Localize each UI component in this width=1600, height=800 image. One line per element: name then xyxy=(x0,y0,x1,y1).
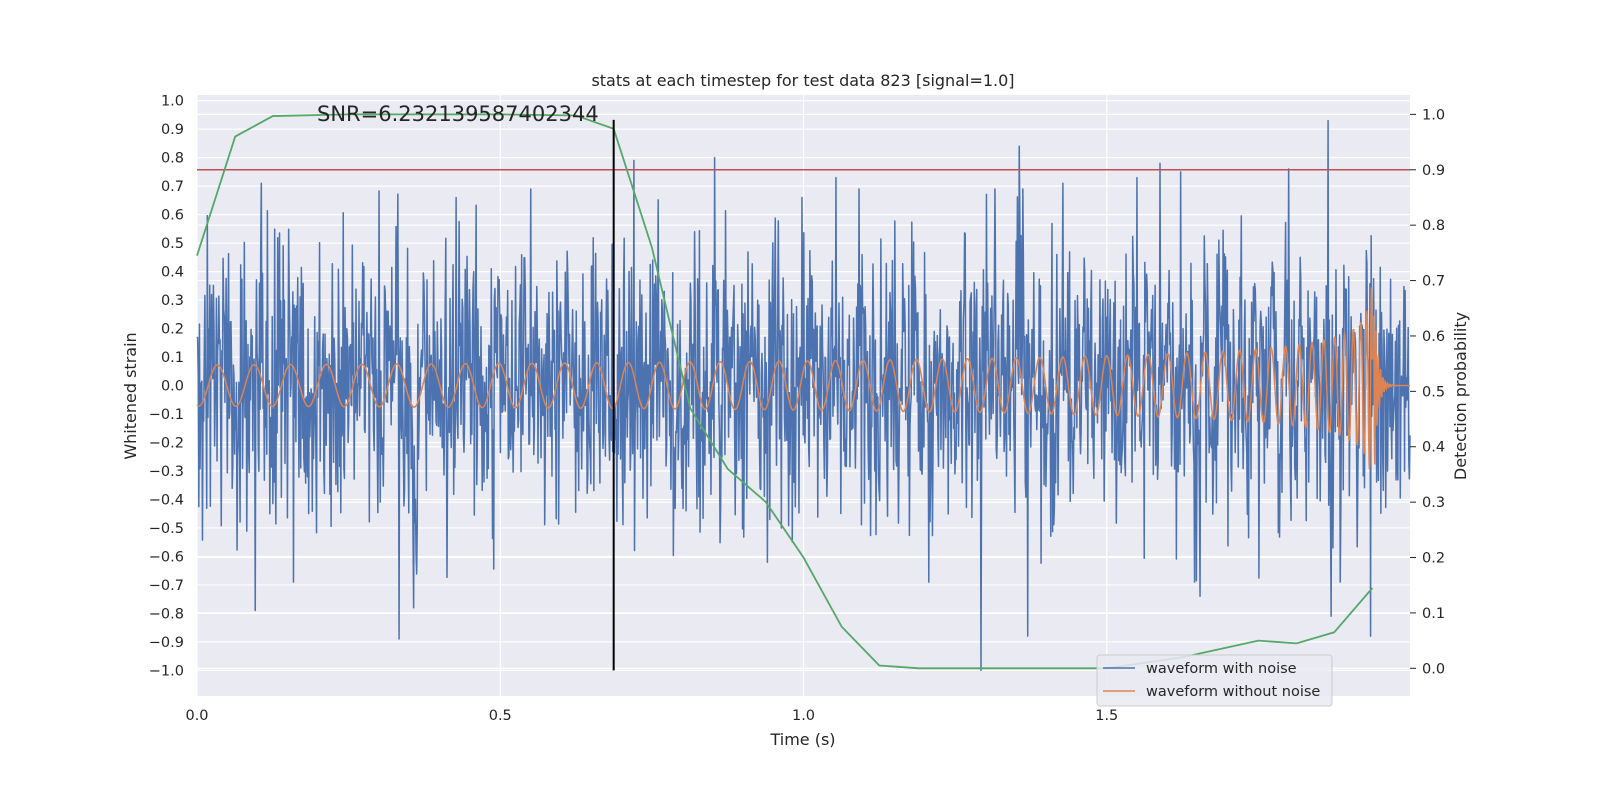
y-tick-left-13: −0.3 xyxy=(149,464,184,480)
y-tick-left-17: −0.7 xyxy=(149,578,184,594)
chart-title: stats at each timestep for test data 823… xyxy=(591,71,1014,90)
y-tick-right-0: 1.0 xyxy=(1422,107,1445,123)
y-tick-left-9: 0.1 xyxy=(161,350,184,366)
y-tick-right-2: 0.8 xyxy=(1422,218,1445,234)
y-tick-right-5: 0.5 xyxy=(1422,384,1445,400)
y-tick-left-1: 0.9 xyxy=(161,122,184,138)
y-tick-left-12: −0.2 xyxy=(149,435,184,451)
x-tick-2: 1.0 xyxy=(792,708,815,724)
y-tick-right-8: 0.2 xyxy=(1422,551,1445,567)
y-tick-left-20: −1.0 xyxy=(149,663,184,679)
series-detection-probability xyxy=(196,113,1374,670)
y-tick-left-11: −0.1 xyxy=(149,407,184,423)
y-tick-left-14: −0.4 xyxy=(149,492,184,508)
series-waveform-with-noise xyxy=(196,119,1411,672)
y-tick-left-7: 0.3 xyxy=(161,293,184,309)
y-tick-left-4: 0.6 xyxy=(161,208,184,224)
y-tick-left-19: −0.9 xyxy=(149,635,184,651)
x-axis-label: Time (s) xyxy=(769,730,835,749)
y-tick-right-10: 0.0 xyxy=(1422,661,1445,677)
y-tick-left-2: 0.8 xyxy=(161,151,184,167)
y-tick-left-3: 0.7 xyxy=(161,179,184,195)
y-tick-left-8: 0.2 xyxy=(161,322,184,338)
y-tick-left-18: −0.8 xyxy=(149,606,184,622)
y-tick-left-0: 1.0 xyxy=(161,94,184,110)
y-tick-left-16: −0.6 xyxy=(149,549,184,565)
y-axis-label-right: Detection probability xyxy=(1451,312,1470,480)
y-tick-right-3: 0.7 xyxy=(1422,274,1445,290)
y-tick-right-6: 0.4 xyxy=(1422,440,1445,456)
legend-box xyxy=(1096,654,1333,707)
y-tick-right-1: 0.9 xyxy=(1422,163,1445,179)
y-tick-left-15: −0.5 xyxy=(149,521,184,537)
snr-annotation: SNR=6.232139587402344 xyxy=(317,102,599,126)
x-tick-0: 0.0 xyxy=(185,708,208,724)
ticks: 1.0 0.9 0.8 0.7 0.6 0.5 0.4 0.3 0.2 0.1 0.0 −0.1 −0.… xyxy=(149,94,1445,724)
series-layer xyxy=(196,113,1411,672)
x-tick-3: 1.5 xyxy=(1095,708,1118,724)
y-axis-label-left: Whitened strain xyxy=(121,332,140,459)
y-tick-left-5: 0.5 xyxy=(161,236,184,252)
y-tick-left-6: 0.4 xyxy=(161,265,184,281)
legend-label-clean: waveform without noise xyxy=(1146,684,1320,700)
y-tick-left-10: 0.0 xyxy=(161,379,184,395)
y-tick-right-7: 0.3 xyxy=(1422,495,1445,511)
y-tick-right-9: 0.1 xyxy=(1422,606,1445,622)
legend: waveform with noise waveform without noi… xyxy=(1096,654,1333,707)
legend-label-noise: waveform with noise xyxy=(1146,661,1297,677)
x-tick-1: 0.5 xyxy=(489,708,512,724)
y-tick-right-4: 0.6 xyxy=(1422,329,1445,345)
series-waveform-without-noise xyxy=(196,287,1411,470)
